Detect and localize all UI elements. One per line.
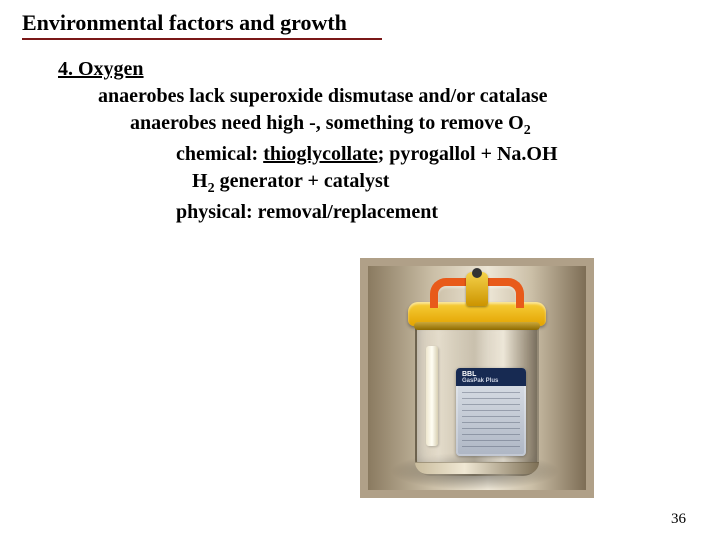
title-underline bbox=[22, 38, 382, 40]
text-fragment: chemical: bbox=[176, 143, 263, 165]
thioglycollate: thioglycollate bbox=[263, 143, 377, 165]
content-block: 4. Oxygen anaerobes lack superoxide dism… bbox=[58, 56, 558, 226]
packet-product: GasPak Plus bbox=[462, 378, 498, 384]
text-fragment: H bbox=[192, 170, 208, 192]
clamp-knob bbox=[472, 268, 482, 278]
slide-title: Environmental factors and growth bbox=[22, 10, 347, 36]
line-chemical: chemical: thioglycollate; pyrogallol + N… bbox=[176, 141, 558, 168]
line-physical: physical: removal/replacement bbox=[176, 199, 558, 226]
subscript: 2 bbox=[524, 123, 531, 138]
packet-brand: BBL bbox=[462, 371, 476, 378]
line-remove-o2: anaerobes need high -, something to remo… bbox=[130, 110, 558, 141]
indicator-strip bbox=[426, 346, 438, 446]
line-enzymes: anaerobes lack superoxide dismutase and/… bbox=[98, 83, 558, 110]
text-fragment: anaerobes need high -, something to remo… bbox=[130, 112, 524, 134]
line-h2-generator: H2 generator + catalyst bbox=[192, 168, 558, 199]
section-heading: 4. Oxygen bbox=[58, 56, 558, 83]
gaspak-envelope: BBL GasPak Plus bbox=[456, 368, 526, 456]
jar-base-rim bbox=[415, 462, 539, 474]
anaerobic-jar-image: BBL GasPak Plus bbox=[360, 258, 594, 498]
slide-number: 36 bbox=[671, 511, 686, 528]
text-fragment: generator + catalyst bbox=[215, 170, 390, 192]
text-fragment: ; pyrogallol + Na.OH bbox=[378, 143, 558, 165]
subscript: 2 bbox=[208, 181, 215, 196]
packet-text-lines bbox=[462, 392, 520, 448]
